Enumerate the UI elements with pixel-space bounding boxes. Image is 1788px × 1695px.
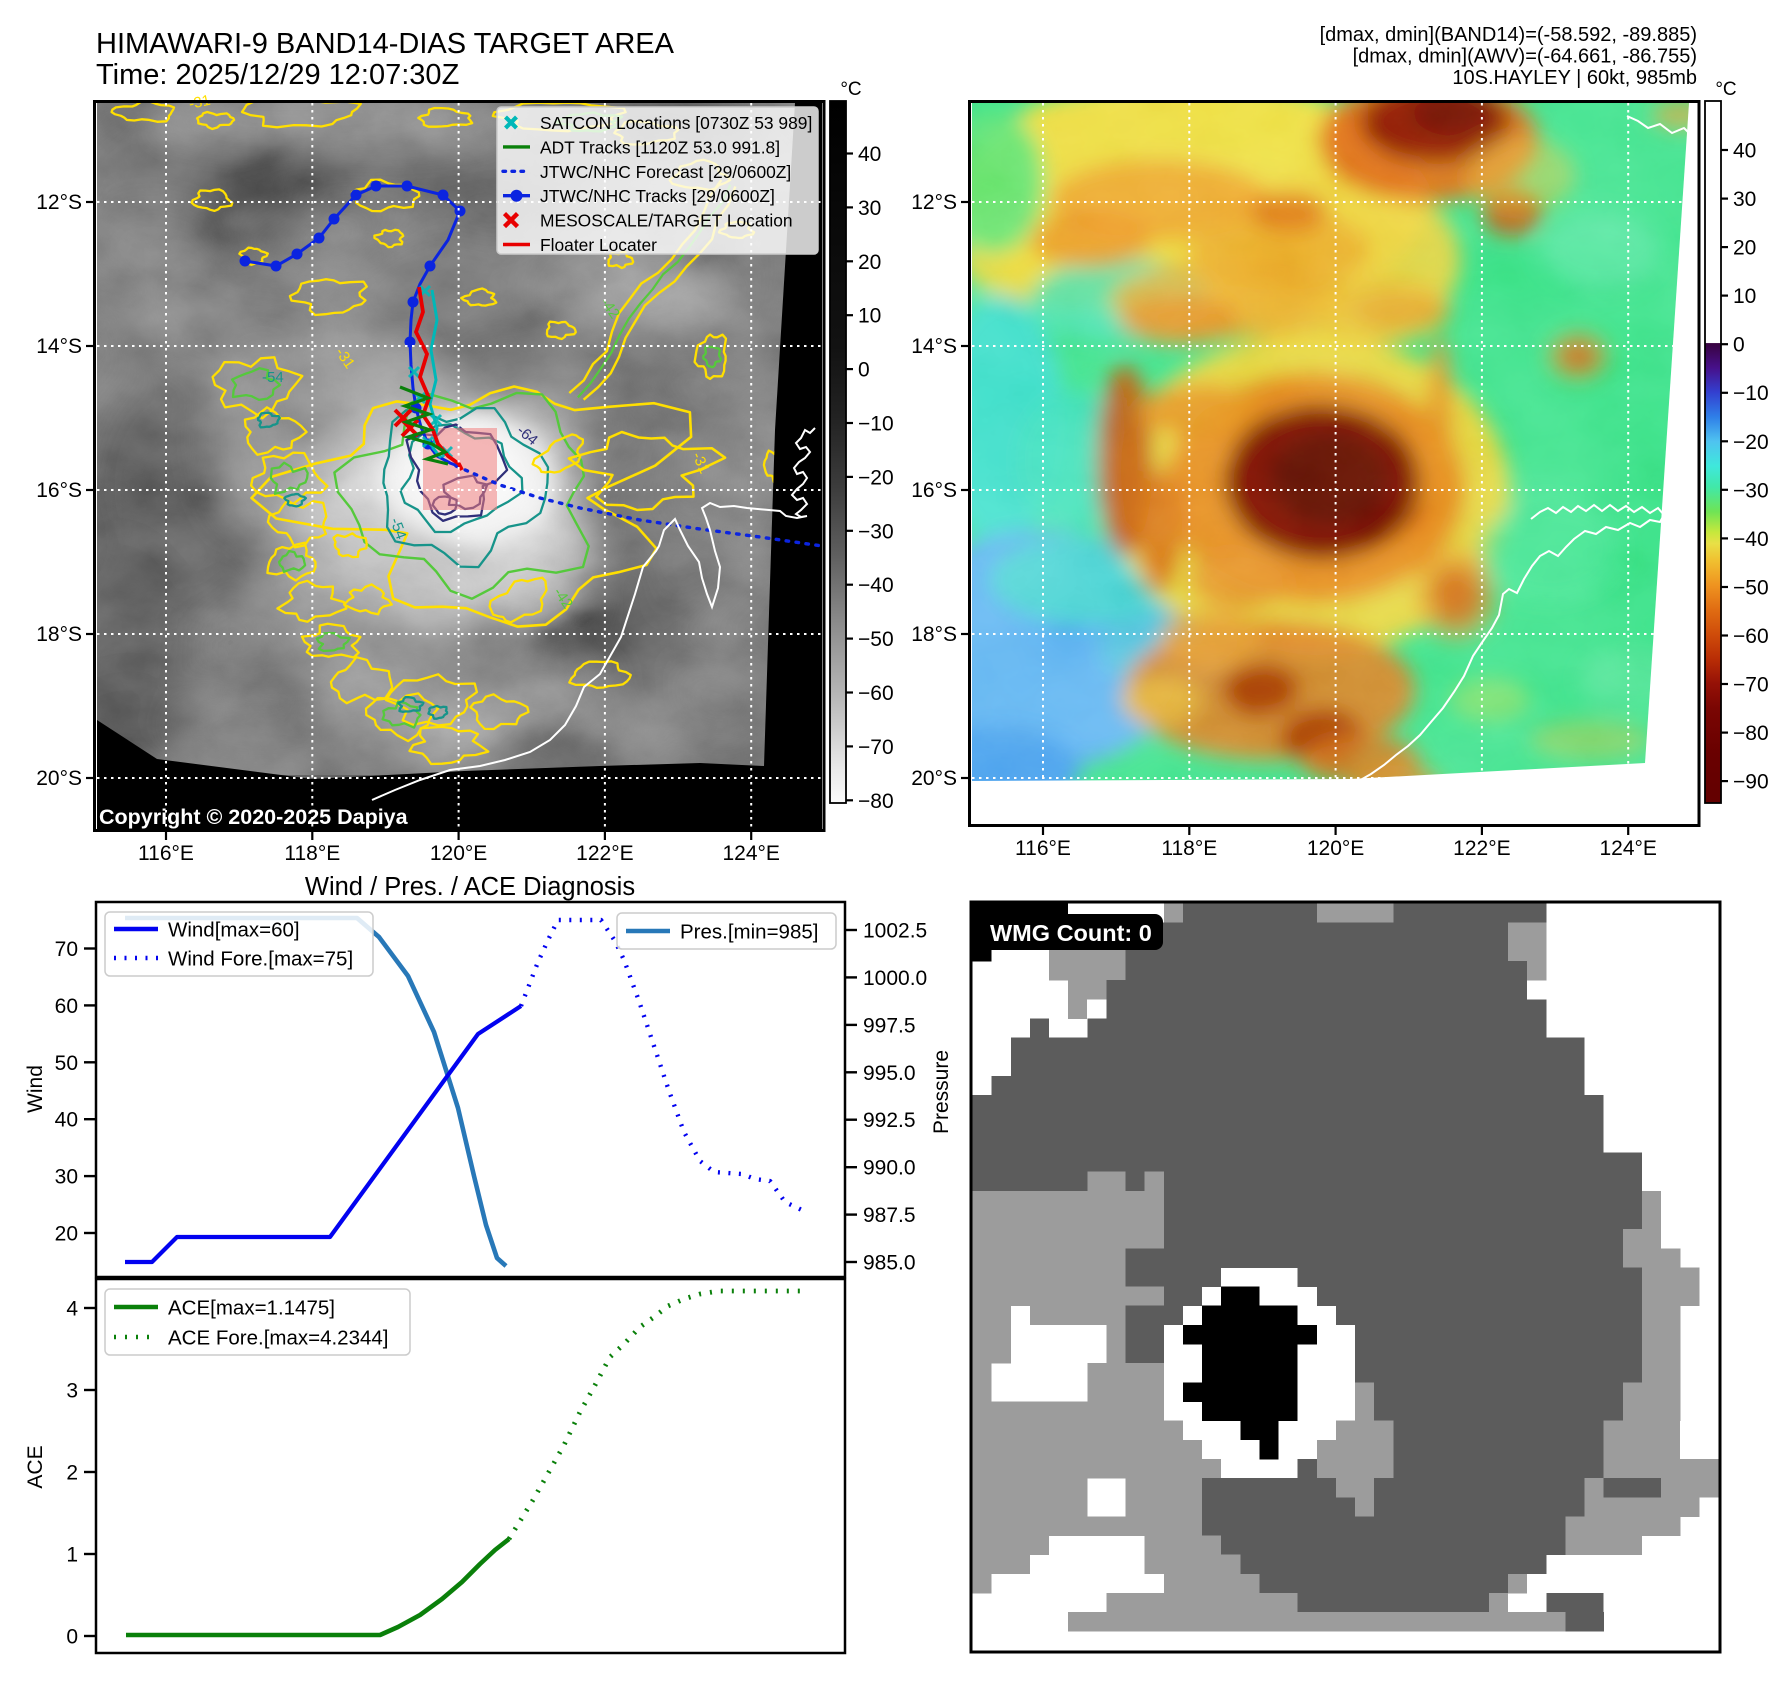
svg-text:Floater Locater: Floater Locater — [540, 235, 657, 255]
svg-text:−40: −40 — [1733, 528, 1769, 551]
svg-text:Pressure: Pressure — [930, 1050, 953, 1134]
svg-text:SATCON Locations [0730Z 53 989: SATCON Locations [0730Z 53 989] — [540, 113, 812, 133]
svg-text:20°S: 20°S — [36, 767, 82, 790]
svg-text:−80: −80 — [858, 790, 894, 813]
svg-text:−50: −50 — [1733, 577, 1769, 600]
svg-text:116°E: 116°E — [1015, 837, 1071, 860]
svg-text:−50: −50 — [858, 628, 894, 651]
svg-text:[dmax, dmin](AWV)=(-64.661, -8: [dmax, dmin](AWV)=(-64.661, -86.755) — [1353, 46, 1697, 68]
svg-text:ACE: ACE — [24, 1445, 47, 1488]
svg-text:−30: −30 — [1733, 479, 1769, 502]
svg-text:124°E: 124°E — [1599, 837, 1656, 860]
svg-text:−90: −90 — [1733, 771, 1769, 794]
svg-text:°C: °C — [840, 79, 861, 100]
svg-text:−40: −40 — [858, 574, 894, 597]
svg-text:992.5: 992.5 — [863, 1109, 916, 1132]
svg-text:10: 10 — [858, 305, 881, 328]
svg-text:16°S: 16°S — [911, 479, 957, 502]
svg-text:18°S: 18°S — [36, 623, 82, 646]
svg-text:Wind Fore.[max=75]: Wind Fore.[max=75] — [168, 948, 353, 971]
svg-text:3: 3 — [66, 1380, 78, 1403]
svg-text:18°S: 18°S — [911, 623, 957, 646]
svg-text:2: 2 — [66, 1462, 78, 1485]
svg-text:4: 4 — [66, 1298, 78, 1321]
svg-text:40: 40 — [1733, 140, 1756, 163]
svg-text:−80: −80 — [1733, 722, 1769, 745]
svg-text:12°S: 12°S — [911, 191, 957, 214]
svg-text:Pres.[min=985]: Pres.[min=985] — [680, 921, 818, 944]
svg-text:−10: −10 — [1733, 382, 1769, 405]
svg-text:Wind: Wind — [24, 1065, 47, 1113]
svg-text:14°S: 14°S — [36, 335, 82, 358]
svg-text:50: 50 — [55, 1052, 78, 1075]
svg-text:120°E: 120°E — [430, 842, 487, 865]
svg-text:1: 1 — [66, 1544, 78, 1567]
svg-text:16°S: 16°S — [36, 479, 82, 502]
svg-text:ADT Tracks [1120Z 53.0 991.8]: ADT Tracks [1120Z 53.0 991.8] — [540, 137, 780, 157]
svg-text:0: 0 — [858, 359, 870, 382]
svg-text:30: 30 — [55, 1166, 78, 1189]
svg-text:990.0: 990.0 — [863, 1157, 916, 1180]
svg-text:ACE Fore.[max=4.2344]: ACE Fore.[max=4.2344] — [168, 1327, 389, 1350]
svg-text:−10: −10 — [858, 413, 894, 436]
svg-text:−20: −20 — [858, 466, 894, 489]
svg-text:−60: −60 — [858, 682, 894, 705]
svg-text:1002.5: 1002.5 — [863, 920, 927, 943]
svg-text:[dmax, dmin](BAND14)=(-58.592,: [dmax, dmin](BAND14)=(-58.592, -89.885) — [1320, 24, 1697, 46]
svg-text:0: 0 — [1733, 334, 1745, 357]
svg-text:30: 30 — [858, 197, 881, 220]
svg-text:MESOSCALE/TARGET Location: MESOSCALE/TARGET Location — [540, 211, 793, 231]
svg-text:-54: -54 — [262, 369, 284, 386]
svg-text:Time: 2025/12/29 12:07:30Z: Time: 2025/12/29 12:07:30Z — [96, 59, 459, 91]
svg-text:12°S: 12°S — [36, 191, 82, 214]
svg-text:120°E: 120°E — [1307, 837, 1364, 860]
svg-text:10: 10 — [1733, 285, 1756, 308]
svg-text:20°S: 20°S — [911, 767, 957, 790]
svg-text:987.5: 987.5 — [863, 1204, 916, 1227]
svg-text:Copyright © 2020-2025 Dapiya: Copyright © 2020-2025 Dapiya — [99, 805, 409, 829]
svg-text:30: 30 — [1733, 188, 1756, 211]
svg-text:124°E: 124°E — [722, 842, 779, 865]
svg-text:118°E: 118°E — [1161, 837, 1217, 860]
svg-text:°C: °C — [1715, 79, 1736, 100]
svg-text:40: 40 — [858, 143, 881, 166]
svg-text:JTWC/NHC Forecast [29/0600Z]: JTWC/NHC Forecast [29/0600Z] — [540, 162, 791, 182]
svg-text:1000.0: 1000.0 — [863, 967, 927, 990]
svg-text:JTWC/NHC Tracks [29/0600Z]: JTWC/NHC Tracks [29/0600Z] — [540, 186, 775, 206]
svg-text:-54: -54 — [386, 516, 409, 542]
svg-text:118°E: 118°E — [284, 842, 340, 865]
svg-text:985.0: 985.0 — [863, 1252, 916, 1275]
svg-text:20: 20 — [1733, 237, 1756, 260]
svg-text:20: 20 — [858, 251, 881, 274]
svg-text:ACE[max=1.1475]: ACE[max=1.1475] — [168, 1297, 335, 1320]
svg-text:60: 60 — [55, 995, 78, 1018]
svg-text:997.5: 997.5 — [863, 1014, 916, 1037]
svg-text:20: 20 — [55, 1223, 78, 1246]
svg-text:−60: −60 — [1733, 625, 1769, 648]
svg-text:995.0: 995.0 — [863, 1062, 916, 1085]
svg-text:WMG Count: 0: WMG Count: 0 — [990, 920, 1152, 946]
svg-text:40: 40 — [55, 1109, 78, 1132]
svg-text:10S.HAYLEY | 60kt, 985mb: 10S.HAYLEY | 60kt, 985mb — [1452, 67, 1697, 89]
svg-text:Wind[max=60]: Wind[max=60] — [168, 919, 300, 942]
svg-text:−30: −30 — [858, 520, 894, 543]
svg-text:122°E: 122°E — [576, 842, 633, 865]
svg-text:116°E: 116°E — [138, 842, 194, 865]
svg-text:Wind / Pres. / ACE Diagnosis: Wind / Pres. / ACE Diagnosis — [305, 873, 635, 901]
svg-text:14°S: 14°S — [911, 335, 957, 358]
svg-text:−20: −20 — [1733, 431, 1769, 454]
svg-text:HIMAWARI-9 BAND14-DIAS TARGET: HIMAWARI-9 BAND14-DIAS TARGET AREA — [96, 28, 675, 60]
svg-text:70: 70 — [55, 938, 78, 961]
svg-text:0: 0 — [66, 1626, 78, 1649]
svg-text:−70: −70 — [1733, 674, 1769, 697]
svg-text:−70: −70 — [858, 736, 894, 759]
svg-text:122°E: 122°E — [1453, 837, 1510, 860]
